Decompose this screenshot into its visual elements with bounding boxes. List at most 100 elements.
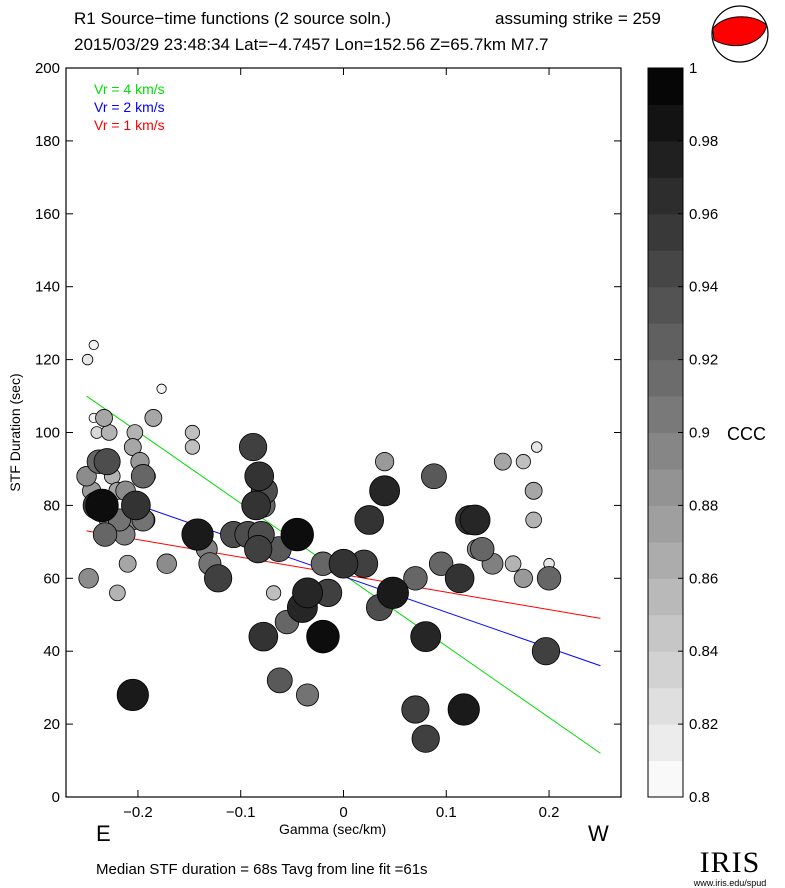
colorbar-band xyxy=(648,724,683,762)
y-tick-label: 0 xyxy=(52,789,60,806)
data-point xyxy=(130,464,156,489)
colorbar-band xyxy=(648,614,683,652)
data-point xyxy=(296,683,320,707)
y-tick-label: 80 xyxy=(43,497,60,514)
data-point xyxy=(401,695,430,724)
data-point xyxy=(280,517,314,552)
colorbar-band xyxy=(648,323,683,361)
data-point xyxy=(411,724,440,753)
data-point xyxy=(156,553,177,574)
data-point xyxy=(93,448,121,476)
colorbar-tick-label: 0.92 xyxy=(689,352,718,369)
colorbar-band xyxy=(648,651,683,689)
colorbar-tick-label: 0.9 xyxy=(689,425,710,442)
y-tick-label: 180 xyxy=(35,133,60,150)
data-point xyxy=(504,555,522,573)
data-point xyxy=(410,621,442,653)
beachball-icon xyxy=(711,5,769,63)
colorbar-band xyxy=(648,286,683,324)
y-tick-label: 60 xyxy=(43,570,60,587)
data-point xyxy=(78,568,99,589)
data-point xyxy=(244,535,273,564)
data-point xyxy=(88,339,99,351)
x-tick-label: 0.2 xyxy=(539,804,560,821)
data-point xyxy=(100,424,118,441)
data-point xyxy=(109,584,126,602)
data-point xyxy=(95,409,113,427)
data-point xyxy=(428,551,454,576)
data-point xyxy=(525,511,542,529)
scatter-points xyxy=(76,339,562,753)
data-point xyxy=(92,522,118,547)
data-point xyxy=(248,621,279,652)
colorbar: 0.8 0.82 0.84 0.86 0.88 0.9 0.92 0.94 0.96 0.98 1 C… xyxy=(647,60,766,806)
direction-west: W xyxy=(588,821,609,846)
colorbar-band xyxy=(648,541,683,579)
colorbar-band xyxy=(648,359,683,397)
y-tick-label: 200 xyxy=(35,60,60,77)
colorbar-band xyxy=(648,687,683,725)
data-point xyxy=(403,566,428,591)
data-point xyxy=(470,536,495,562)
legend: Vr = 4 km/s Vr = 2 km/s Vr = 1 km/s xyxy=(94,81,165,133)
data-point xyxy=(181,518,214,551)
colorbar-tick-label: 0.84 xyxy=(689,643,718,660)
y-tick-label: 160 xyxy=(35,206,60,223)
plot-area xyxy=(66,68,621,797)
y-tick-label: 20 xyxy=(43,716,60,733)
data-point xyxy=(144,409,163,427)
event-info: 2015/03/29 23:48:34 Lat=−4.7457 Lon=152.… xyxy=(74,35,549,54)
colorbar-band xyxy=(648,177,683,215)
data-point xyxy=(184,424,201,441)
legend-entry: Vr = 2 km/s xyxy=(94,99,165,115)
legend-entry: Vr = 1 km/s xyxy=(94,117,165,133)
colorbar-band xyxy=(648,578,683,616)
data-point xyxy=(184,439,201,455)
data-point xyxy=(118,554,137,573)
data-point xyxy=(375,452,395,472)
colorbar-label: CCC xyxy=(727,424,766,444)
colorbar-tick-label: 0.8 xyxy=(689,789,710,806)
colorbar-tick-label: 0.86 xyxy=(689,570,718,587)
data-point xyxy=(531,441,543,453)
colorbar-band xyxy=(648,213,683,251)
summary-text: Median STF duration = 68s Tavg from line… xyxy=(96,861,428,878)
colorbar-tick-label: 0.98 xyxy=(689,133,718,150)
data-point xyxy=(354,505,384,535)
y-tick-label: 120 xyxy=(35,352,60,369)
colorbar-band xyxy=(648,760,683,798)
colorbar-band xyxy=(648,432,683,470)
iris-logo: IRIS www.iris.edu/spud xyxy=(682,832,778,888)
x-tick-label: −0.1 xyxy=(226,804,256,821)
data-point xyxy=(292,577,323,609)
data-point xyxy=(266,667,293,694)
data-point xyxy=(116,678,149,712)
axes: 0 20 40 60 80 100 120 140 160 180 200 −0.2 −0.1 0 0.1 0… xyxy=(7,60,622,821)
data-point xyxy=(376,576,409,609)
data-point xyxy=(204,564,233,593)
plot-background xyxy=(66,68,621,797)
data-point xyxy=(513,568,533,588)
x-axis-label: Gamma (sec/km) xyxy=(279,821,387,837)
data-point xyxy=(493,452,512,471)
data-point xyxy=(515,454,531,470)
data-point xyxy=(244,461,275,492)
data-point xyxy=(121,490,151,521)
chart-title: R1 Source−time functions (2 source soln.… xyxy=(74,9,392,28)
y-tick-label: 40 xyxy=(43,643,60,660)
colorbar-band xyxy=(648,104,683,142)
data-point xyxy=(447,693,480,726)
data-point xyxy=(126,424,144,441)
colorbar-band xyxy=(648,68,683,105)
x-tick-label: 0.1 xyxy=(436,804,457,821)
data-point xyxy=(156,383,167,394)
colorbar-tick-label: 1 xyxy=(689,60,697,77)
x-tick-label: −0.2 xyxy=(123,804,153,821)
colorbar-band xyxy=(648,250,683,288)
colorbar-tick-label: 0.88 xyxy=(689,497,718,514)
colorbar-band xyxy=(648,396,683,433)
data-point xyxy=(369,475,401,507)
data-point xyxy=(536,566,562,591)
data-point xyxy=(76,466,97,487)
